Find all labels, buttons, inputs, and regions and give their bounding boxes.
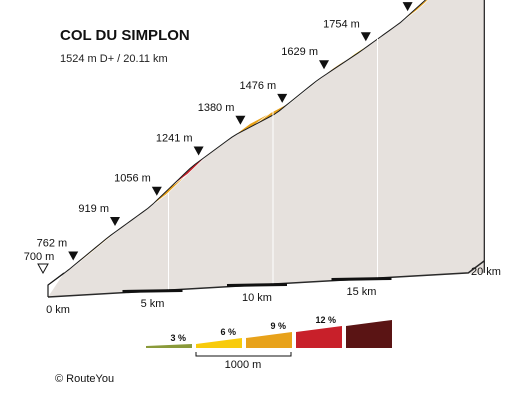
- altitude-marker-2: [151, 186, 162, 196]
- legend-swatch-2: [246, 332, 292, 348]
- altitude-marker-3: [193, 146, 204, 156]
- chart-subtitle: 1524 m D+ / 20.11 km: [60, 53, 168, 65]
- gradient-legend: 3 % 6 % 9 % 12 % 1000 m: [146, 315, 392, 371]
- altitude-marker-6: [319, 60, 330, 70]
- axis-label-2: 10 km: [242, 292, 272, 304]
- altitude-markers: 762 m 919 m 1056 m 1241 m 1380 m 1476 m 1629 m…: [24, 0, 413, 275]
- legend-swatch-0: [146, 344, 192, 348]
- altitude-marker-0: [68, 251, 79, 261]
- altitude-marker-5: [277, 93, 288, 103]
- axis-label-3: 15 km: [347, 286, 377, 298]
- altitude-label-1: 919 m: [78, 203, 109, 215]
- legend-label-0: 3 %: [170, 333, 186, 343]
- credit-text: © RouteYou: [55, 373, 114, 385]
- start-marker: [37, 263, 49, 275]
- altitude-label-5: 1476 m: [240, 80, 277, 92]
- altitude-label-3: 1241 m: [156, 133, 193, 145]
- chart-title: COL DU SIMPLON: [60, 27, 190, 44]
- axis-label-1: 5 km: [141, 298, 165, 310]
- start-label: 700 m: [24, 251, 55, 263]
- legend-label-1: 6 %: [220, 327, 236, 337]
- axis-tick-bar-2: [226, 283, 288, 287]
- altitude-marker-8: [402, 2, 413, 12]
- distance-axis: 0 km 5 km 10 km 15 km 20 km: [46, 266, 501, 316]
- profile-layer: [47, 0, 485, 298]
- scale-bracket: [195, 352, 292, 357]
- axis-tick-bar-1: [122, 289, 183, 293]
- altitude-marker-4: [235, 115, 246, 125]
- profile-front-edge: [47, 0, 427, 286]
- legend-swatch-3: [296, 326, 342, 348]
- axis-tick-bar-3: [331, 277, 392, 281]
- legend-swatch-4: [346, 320, 392, 348]
- profile-side-wall: [48, 0, 485, 297]
- altitude-label-7: 1754 m: [323, 18, 360, 30]
- scale-label: 1000 m: [225, 359, 262, 371]
- legend-label-3: 12 %: [315, 315, 336, 325]
- altitude-marker-1: [110, 217, 121, 227]
- altitude-label-4: 1380 m: [198, 102, 235, 114]
- legend-label-2: 9 %: [270, 321, 286, 331]
- altitude-label-2: 1056 m: [114, 173, 151, 185]
- altitude-marker-7: [360, 32, 371, 42]
- legend-swatch-1: [196, 338, 242, 348]
- altitude-label-0: 762 m: [37, 237, 68, 249]
- profile-base-line: [47, 260, 485, 298]
- axis-label-4: 20 km: [471, 266, 501, 278]
- altitude-label-6: 1629 m: [281, 46, 318, 58]
- axis-label-0: 0 km: [46, 304, 70, 316]
